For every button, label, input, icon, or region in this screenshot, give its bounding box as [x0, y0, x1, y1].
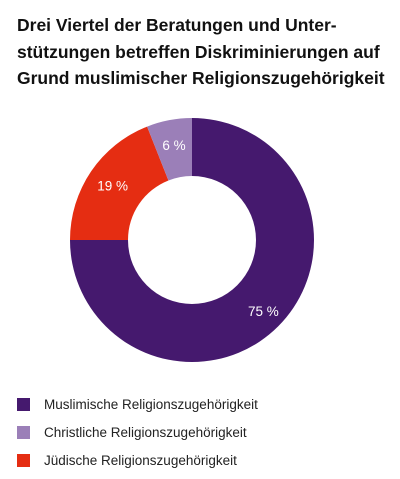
slice-label-christian: 6 %	[162, 138, 185, 153]
slice-jewish	[70, 126, 169, 240]
legend-label-muslim: Muslimische Religionszugehörigkeit	[44, 396, 258, 412]
chart-title-line-3: Grund muslimischer Religionszugehörigkei…	[17, 68, 385, 88]
legend-swatch-jewish	[17, 453, 30, 467]
chart-title-line-1: Drei Viertel der Beratungen und Unter-	[17, 15, 337, 35]
legend-swatch-muslim	[17, 397, 30, 411]
chart-title: Drei Viertel der Beratungen und Unter- s…	[17, 12, 389, 92]
legend-item-muslim: Muslimische Religionszugehörigkeit	[17, 390, 258, 418]
slice-christian	[147, 118, 192, 181]
chart-title-line-2: stützungen betreffen Diskriminierungen a…	[17, 41, 380, 62]
legend-item-christian: Christliche Religionszugehörigkeit	[17, 418, 258, 446]
legend-item-jewish: Jüdische Religionszugehörigkeit	[17, 446, 258, 474]
slice-label-jewish: 19 %	[97, 179, 128, 194]
legend-swatch-christian	[17, 425, 30, 439]
legend: Muslimische Religionszugehörigkeit Chris…	[17, 390, 258, 474]
slice-label-muslim: 75 %	[248, 304, 279, 319]
legend-label-jewish: Jüdische Religionszugehörigkeit	[44, 452, 237, 468]
slice-muslim	[70, 118, 314, 362]
legend-label-christian: Christliche Religionszugehörigkeit	[44, 424, 247, 440]
